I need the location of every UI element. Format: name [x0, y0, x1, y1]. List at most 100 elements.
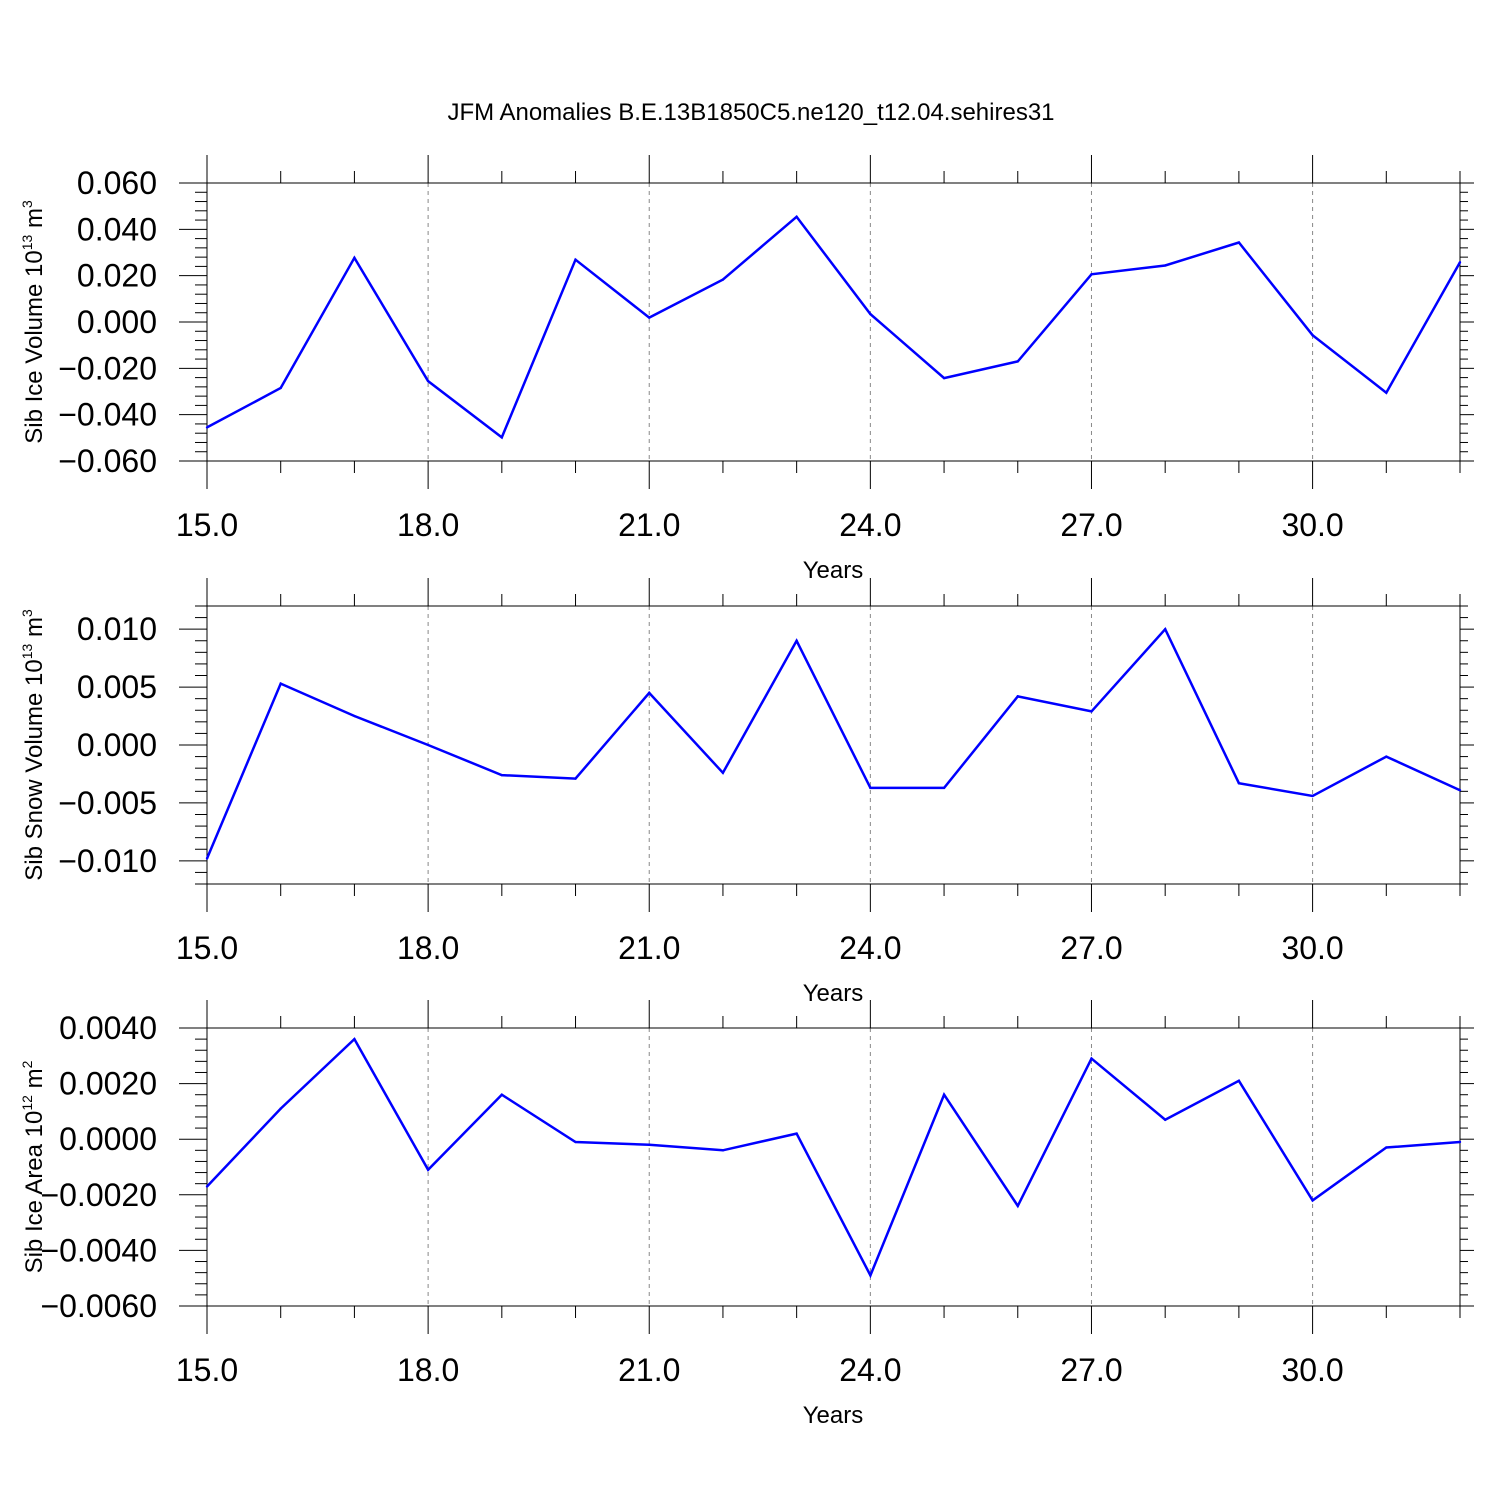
- data-point: [721, 1149, 725, 1152]
- y-tick-label: 0.010: [77, 611, 157, 647]
- y-tick-label: 0.0020: [59, 1066, 157, 1102]
- x-tick-label: 24.0: [839, 507, 901, 543]
- y-tick-label: −0.020: [58, 350, 157, 386]
- data-point: [869, 786, 872, 790]
- data-point: [1311, 1199, 1314, 1202]
- y-axis-label: Sib Snow Volume 1013 m3: [19, 609, 48, 881]
- data-point: [1458, 788, 1462, 792]
- y-tick-label: 0.0040: [59, 1010, 157, 1046]
- x-tick-label: 30.0: [1281, 930, 1343, 966]
- data-point: [426, 743, 430, 747]
- data-point: [1163, 1118, 1167, 1121]
- x-axis-label: Years: [803, 557, 864, 584]
- data-point: [721, 278, 725, 281]
- data-point: [1237, 1079, 1241, 1083]
- data-point: [426, 379, 430, 383]
- data-point: [500, 436, 504, 439]
- data-point: [869, 312, 872, 316]
- x-tick-label: 15.0: [176, 930, 238, 966]
- series-line: [205, 626, 1461, 859]
- x-tick-label: 27.0: [1060, 930, 1122, 966]
- data-point: [500, 773, 504, 777]
- data-point: [795, 639, 798, 642]
- data-point: [205, 426, 209, 429]
- y-tick-label: −0.060: [58, 443, 157, 479]
- plot-frame: [206, 605, 1461, 885]
- y-tick-label: 0.000: [77, 304, 157, 340]
- y-tick-label: −0.010: [58, 843, 157, 879]
- data-point: [942, 376, 946, 380]
- y-tick-label: 0.005: [77, 669, 157, 705]
- data-point: [795, 1132, 798, 1135]
- y-axis-label: Sib Ice Area 1012 m2: [19, 1060, 48, 1273]
- data-point: [1090, 710, 1093, 713]
- data-point: [574, 258, 577, 261]
- data-point: [1016, 695, 1019, 698]
- y-tick-label: 0.000: [77, 727, 157, 763]
- data-point: [1385, 391, 1388, 394]
- x-tick-label: 30.0: [1281, 1352, 1343, 1388]
- panel-3: −0.0060 −0.0040 −0.0020 0.0000 0.0020 0.0040 1…: [19, 1000, 1474, 1429]
- data-point: [353, 1037, 356, 1041]
- data-point: [795, 215, 798, 219]
- data-point: [500, 1093, 504, 1096]
- data-point: [869, 1274, 872, 1277]
- data-point: [353, 714, 356, 718]
- y-tick-label: 0.020: [77, 258, 157, 294]
- x-tick-label: 30.0: [1281, 507, 1343, 543]
- panel-2: −0.010 −0.005 0.000 0.005 0.010 15.0 18.0 21.0 2…: [19, 578, 1474, 1007]
- data-point: [721, 771, 725, 774]
- x-axis-label: Years: [803, 1402, 864, 1429]
- data-point: [648, 1143, 651, 1146]
- series-line: [206, 214, 1462, 440]
- data-point: [1016, 360, 1019, 363]
- data-point: [279, 386, 282, 390]
- y-axis-label: Sib Ice Volume 1013 m3: [19, 200, 48, 444]
- x-tick-label: 18.0: [397, 1352, 459, 1388]
- data-point: [279, 682, 282, 685]
- plot-frame: [206, 1027, 1461, 1307]
- x-tick-label: 18.0: [397, 507, 459, 543]
- y-tick-label: −0.005: [58, 785, 157, 821]
- data-point: [205, 1185, 209, 1188]
- data-point: [1458, 261, 1462, 264]
- y-tick-label: 0.060: [77, 165, 157, 201]
- y-tick-label: −0.0020: [40, 1177, 157, 1213]
- x-tick-label: 21.0: [618, 930, 680, 966]
- y-tick-label: −0.0060: [40, 1288, 157, 1324]
- data-point: [1385, 755, 1388, 758]
- y-tick-label: −0.040: [58, 397, 157, 433]
- data-point: [1090, 1057, 1093, 1060]
- x-axis-label: Years: [803, 980, 864, 1007]
- y-tick-label: 0.040: [77, 211, 157, 247]
- data-point: [942, 786, 946, 790]
- x-tick-label: 15.0: [176, 1352, 238, 1388]
- series-line: [206, 1037, 1461, 1279]
- x-tick-label: 21.0: [618, 1352, 680, 1388]
- data-point: [353, 256, 356, 260]
- data-point: [1458, 1140, 1462, 1144]
- x-tick-label: 18.0: [397, 930, 459, 966]
- data-point: [574, 777, 577, 780]
- x-tick-label: 27.0: [1060, 507, 1122, 543]
- x-tick-label: 24.0: [839, 1352, 901, 1388]
- data-point: [1163, 264, 1167, 267]
- data-point: [1385, 1146, 1388, 1149]
- data-point: [1237, 782, 1241, 785]
- data-point: [574, 1140, 577, 1144]
- data-point: [648, 691, 651, 695]
- data-point: [205, 857, 209, 860]
- x-tick-label: 24.0: [839, 930, 901, 966]
- data-point: [1090, 273, 1093, 276]
- x-tick-label: 21.0: [618, 507, 680, 543]
- data-point: [648, 316, 651, 319]
- data-point: [279, 1107, 282, 1110]
- data-point: [1163, 627, 1167, 631]
- data-point: [426, 1168, 430, 1171]
- y-tick-label: 0.0000: [59, 1121, 157, 1157]
- data-point: [1311, 794, 1314, 798]
- chart-panels: −0.060 −0.040 −0.020 0.000 0.020 0.040 0.060 15…: [19, 155, 1474, 1429]
- y-tick-label: −0.0040: [40, 1232, 157, 1268]
- panel-1: −0.060 −0.040 −0.020 0.000 0.020 0.040 0.060 15…: [19, 155, 1474, 584]
